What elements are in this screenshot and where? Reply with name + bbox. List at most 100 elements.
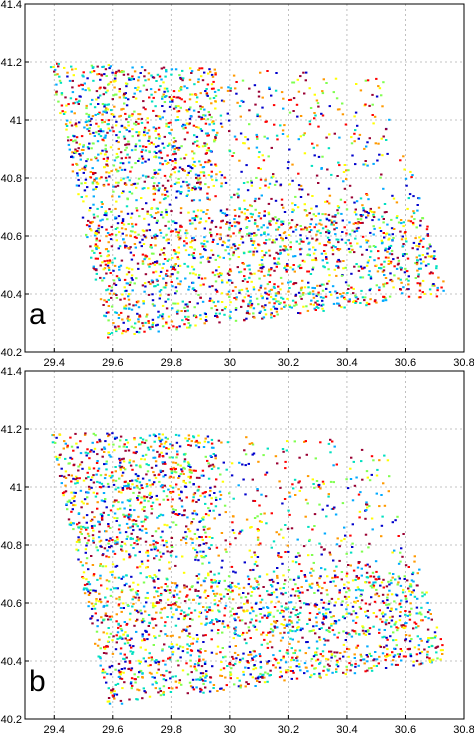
fringe-point — [192, 469, 196, 472]
fringe-point — [160, 211, 164, 214]
fringe-point — [428, 657, 431, 660]
fringe-point — [299, 196, 303, 198]
fringe-point — [201, 255, 204, 258]
fringe-point — [91, 142, 95, 145]
fringe-point — [159, 594, 163, 597]
fringe-point — [327, 608, 330, 611]
fringe-point — [84, 168, 87, 171]
fringe-point — [194, 667, 197, 670]
fringe-point — [106, 259, 109, 262]
fringe-point — [372, 625, 375, 628]
fringe-point — [130, 532, 133, 535]
fringe-point — [134, 479, 137, 482]
fringe-point — [236, 677, 239, 680]
fringe-point — [101, 113, 104, 116]
fringe-point — [124, 631, 127, 634]
fringe-point — [285, 602, 288, 605]
fringe-point — [302, 240, 305, 243]
fringe-point — [171, 653, 174, 656]
fringe-point — [209, 570, 212, 573]
fringe-point — [239, 115, 242, 118]
fringe-point — [146, 638, 149, 641]
fringe-point — [373, 211, 376, 214]
fringe-point — [380, 267, 383, 270]
fringe-point — [249, 637, 252, 639]
fringe-point — [308, 617, 311, 620]
fringe-point — [364, 160, 367, 162]
fringe-point — [101, 565, 105, 568]
fringe-point — [105, 248, 108, 250]
fringe-point — [164, 208, 168, 211]
fringe-point — [153, 169, 156, 172]
fringe-point — [128, 156, 131, 159]
fringe-point — [221, 281, 224, 284]
fringe-point — [194, 324, 197, 327]
fringe-point — [119, 179, 123, 182]
fringe-point — [230, 565, 234, 568]
fringe-point — [106, 108, 110, 111]
fringe-point — [133, 326, 136, 329]
fringe-point — [324, 244, 328, 247]
fringe-point — [310, 567, 313, 570]
fringe-point — [366, 214, 370, 217]
fringe-point — [222, 461, 225, 464]
fringe-point — [416, 248, 419, 251]
fringe-point — [334, 214, 337, 216]
fringe-point — [256, 137, 259, 140]
fringe-point — [223, 212, 227, 215]
fringe-point — [305, 228, 309, 231]
fringe-point — [74, 122, 78, 125]
fringe-point — [129, 488, 132, 490]
fringe-point — [130, 114, 134, 117]
fringe-point — [233, 135, 237, 138]
fringe-point — [117, 141, 120, 144]
fringe-point — [130, 222, 134, 225]
fringe-point — [226, 234, 230, 237]
fringe-point — [126, 212, 130, 215]
fringe-point — [278, 555, 281, 558]
fringe-point — [135, 131, 138, 134]
fringe-point — [189, 659, 192, 662]
fringe-point — [108, 233, 111, 236]
fringe-point — [290, 527, 294, 530]
fringe-point — [316, 102, 320, 105]
fringe-point — [359, 197, 363, 200]
fringe-point — [167, 220, 170, 223]
fringe-point — [142, 134, 146, 137]
fringe-point — [395, 267, 399, 270]
fringe-point — [111, 113, 115, 116]
fringe-point — [299, 253, 302, 256]
fringe-point — [309, 303, 312, 306]
fringe-point — [159, 289, 163, 291]
fringe-point — [174, 523, 178, 526]
fringe-point — [191, 512, 194, 515]
fringe-point — [206, 132, 209, 135]
fringe-point — [294, 301, 297, 304]
fringe-point — [169, 551, 172, 554]
fringe-point — [306, 270, 309, 273]
fringe-point — [178, 238, 181, 241]
fringe-point — [338, 545, 341, 548]
fringe-point — [353, 132, 356, 135]
fringe-point — [134, 452, 137, 455]
fringe-point — [96, 625, 99, 628]
fringe-point — [264, 178, 267, 181]
fringe-point — [312, 252, 316, 255]
fringe-point — [92, 467, 96, 470]
fringe-point — [274, 199, 278, 202]
fringe-point — [188, 78, 192, 81]
fringe-point — [252, 452, 256, 455]
fringe-point — [152, 143, 155, 146]
fringe-point — [246, 216, 249, 219]
fringe-point — [263, 254, 266, 257]
fringe-point — [345, 575, 348, 578]
fringe-point — [399, 606, 403, 608]
fringe-point — [331, 285, 335, 288]
fringe-point — [248, 87, 251, 90]
fringe-point — [136, 536, 139, 539]
fringe-point — [321, 114, 325, 117]
fringe-point — [378, 644, 382, 647]
fringe-point — [173, 470, 176, 473]
fringe-point — [214, 225, 218, 228]
fringe-point — [75, 98, 78, 101]
